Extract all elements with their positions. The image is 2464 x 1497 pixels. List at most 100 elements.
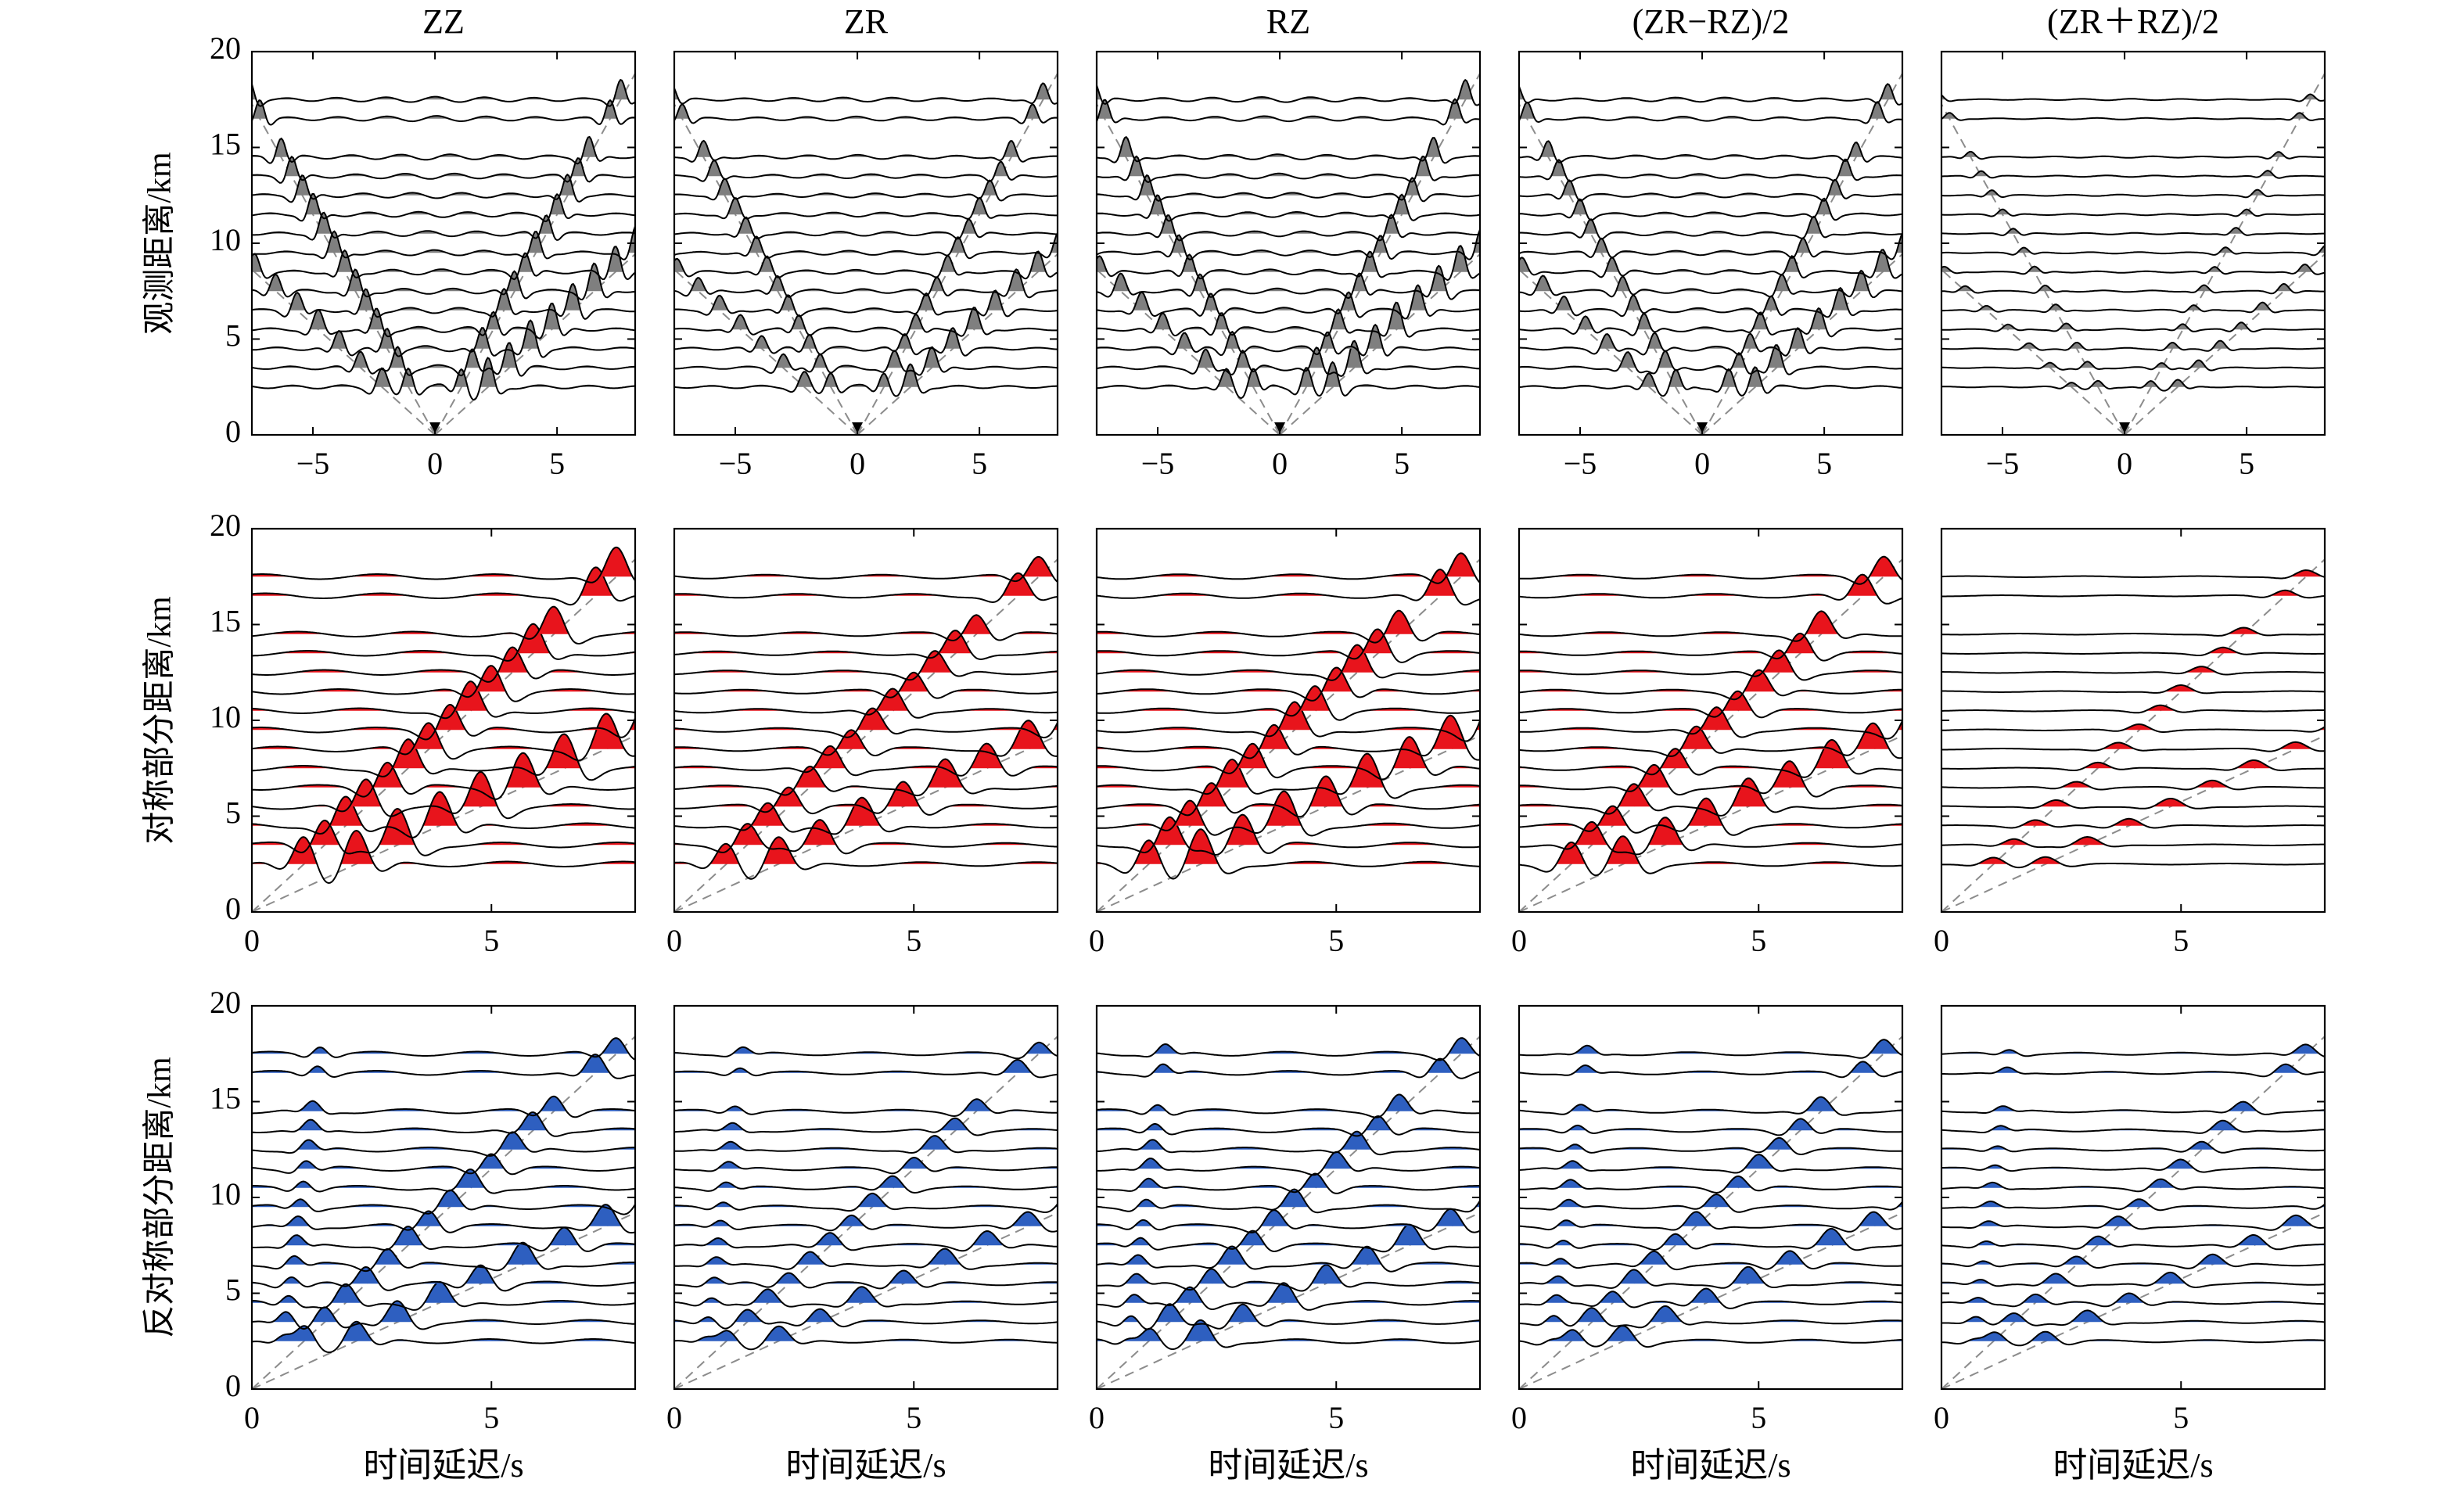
x-tick-label: 5: [1394, 446, 1410, 481]
trace-line: [252, 665, 635, 702]
trace-line: [674, 1269, 1058, 1290]
guide-line: [857, 71, 1058, 435]
trace-fill: [1941, 264, 2325, 272]
trace-fill: [1519, 367, 1902, 387]
trace-line: [1097, 828, 1480, 880]
trace-line: [674, 555, 1058, 583]
trace-line: [1941, 1140, 2325, 1154]
guide-line: [1701, 253, 1902, 435]
trace-line: [1519, 158, 1902, 183]
trace-line: [1097, 135, 1480, 164]
trace-line: [252, 225, 635, 260]
trace-line: [1941, 321, 2325, 333]
trace-fill: [1519, 817, 1902, 845]
x-tick-label: 0: [2117, 446, 2132, 481]
trace-fill: [674, 672, 1058, 692]
trace-fill: [252, 263, 635, 292]
x-tick-label: 0: [1694, 446, 1710, 481]
trace-fill: [1097, 610, 1480, 634]
trace-fill: [1941, 837, 2325, 845]
trace-line: [1519, 835, 1902, 877]
trace-line: [1519, 649, 1902, 681]
trace-line: [674, 268, 1058, 299]
trace-line: [252, 605, 635, 645]
x-tick-label: −5: [296, 446, 330, 481]
trace-line: [1941, 1198, 2325, 1212]
x-tick-label: 5: [2239, 446, 2254, 481]
trace-fill: [674, 1326, 1058, 1341]
trace-line: [1097, 1264, 1480, 1292]
trace-fill: [252, 137, 635, 157]
trace-line: [1519, 1061, 1902, 1079]
trace-line: [1941, 208, 2325, 217]
x-tick-label: 0: [244, 1400, 260, 1435]
trace-line: [1941, 741, 2325, 752]
trace-fill: [1097, 814, 1480, 845]
trace-line: [674, 1192, 1058, 1213]
trace-line: [252, 704, 635, 741]
trace-line: [1941, 798, 2325, 810]
trace-line: [1941, 264, 2325, 275]
trace-line: [1519, 690, 1902, 719]
trace-line: [1941, 1158, 2325, 1173]
trace-fill: [1941, 760, 2325, 769]
trace-fill: [674, 197, 1058, 215]
trace-line: [252, 262, 635, 301]
trace-fill: [1519, 233, 1902, 253]
trace-fill: [1941, 799, 2325, 807]
column-title-1: ZZ: [422, 2, 465, 41]
trace-fill: [252, 1321, 635, 1341]
trace-fill: [674, 708, 1058, 731]
trace-line: [252, 1111, 635, 1137]
guide-line: [434, 253, 635, 435]
trace-fill: [1097, 737, 1480, 769]
trace-line: [1941, 1063, 2325, 1078]
trace-line: [1941, 359, 2325, 372]
trace-fill: [1941, 570, 2325, 577]
trace-line: [1941, 112, 2325, 121]
x-tick-label: 0: [1089, 1400, 1104, 1435]
x-axis-label-3: 时间延迟/s: [1208, 1446, 1368, 1484]
trace-line: [1519, 817, 1902, 856]
trace-line: [1097, 552, 1480, 584]
trace-line: [1941, 1292, 2325, 1308]
trace-line: [1941, 626, 2325, 637]
trace-fill: [1519, 574, 1902, 596]
trace-fill: [1519, 1251, 1902, 1265]
trace-fill: [1097, 1189, 1480, 1208]
trace-line: [1941, 227, 2325, 236]
trace-line: [1941, 188, 2325, 199]
y-tick-label: 10: [210, 699, 241, 734]
trace-line: [252, 78, 635, 107]
trace-fill: [252, 100, 635, 119]
trace-line: [1097, 155, 1480, 183]
guide-line: [2124, 71, 2325, 435]
trace-fill: [1941, 685, 2325, 692]
trace-line: [1519, 777, 1902, 817]
trace-line: [1519, 366, 1902, 397]
x-tick-label: 0: [1511, 923, 1527, 958]
trace-line: [674, 250, 1058, 280]
guide-line: [1279, 253, 1480, 435]
trace-line: [252, 1300, 635, 1330]
trace-fill: [1519, 141, 1902, 157]
trace-line: [1097, 736, 1480, 781]
trace-line: [674, 196, 1058, 220]
trace-fill: [1519, 198, 1902, 215]
guide-line: [1941, 1212, 2325, 1389]
trace-line: [252, 829, 635, 885]
y-tick-label: 5: [225, 318, 241, 354]
trace-line: [1941, 282, 2325, 295]
trace-line: [1519, 249, 1902, 279]
trace-fill: [1097, 137, 1480, 157]
trace-line: [1097, 1208, 1480, 1234]
trace-fill: [1097, 1224, 1480, 1246]
x-tick-label: 0: [244, 923, 260, 958]
trace-line: [252, 135, 635, 165]
column-titles: ZZ ZR RZ (ZR−RZ)/2 (ZR＋RZ)/2: [422, 2, 2219, 41]
trace-line: [252, 302, 635, 339]
trace-fill: [1519, 556, 1902, 577]
trace-line: [252, 791, 635, 838]
trace-line: [252, 1168, 635, 1194]
guide-line: [1701, 71, 1902, 435]
